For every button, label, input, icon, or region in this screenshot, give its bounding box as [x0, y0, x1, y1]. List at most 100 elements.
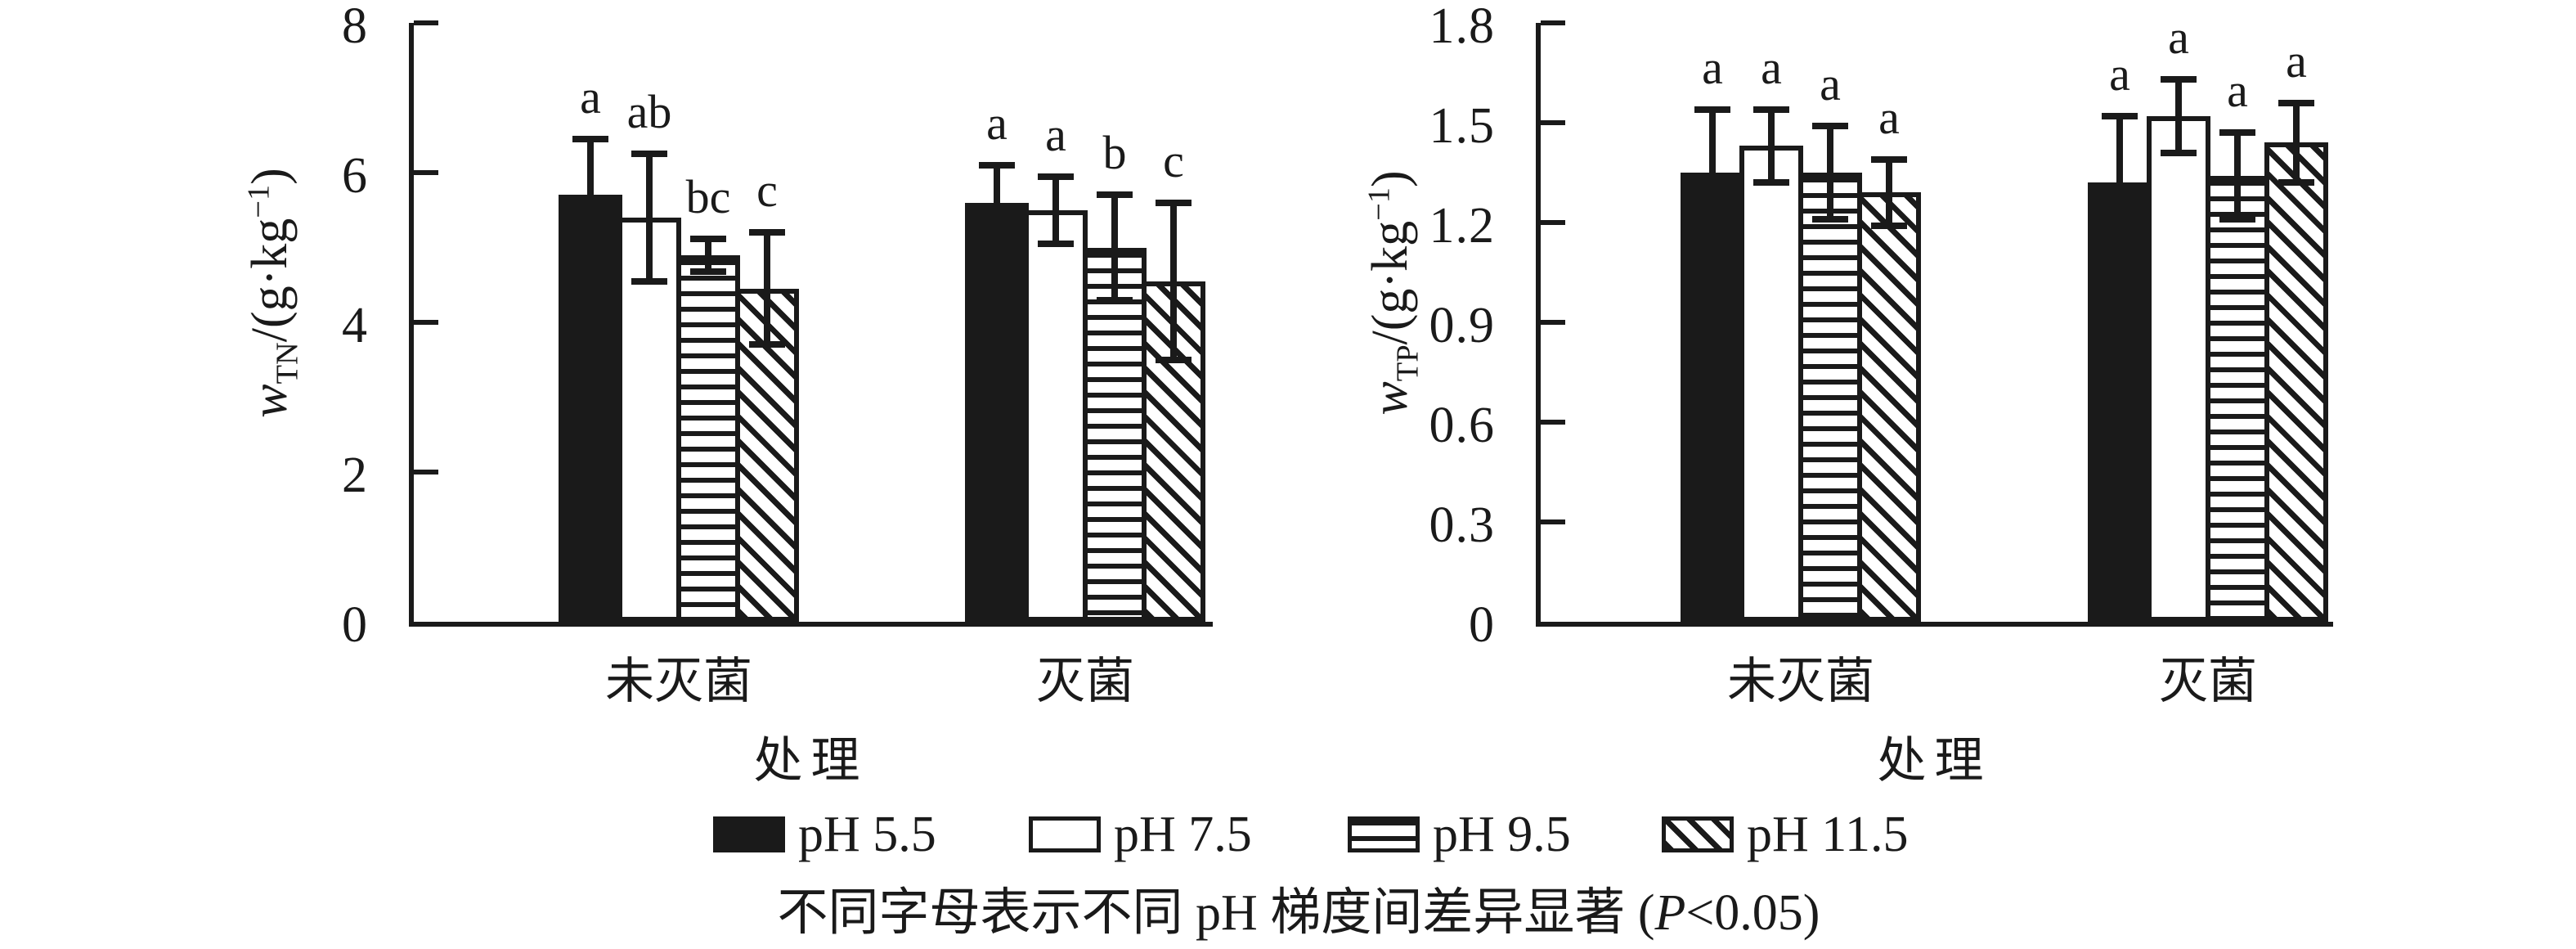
legend-label: pH 9.5: [1433, 807, 1571, 862]
y-tick-label: 2: [342, 448, 368, 503]
error-bar-cap-bottom: [1038, 240, 1074, 247]
error-bar-cap-bottom: [1097, 296, 1133, 304]
error-bar-line: [2116, 115, 2123, 250]
significance-letter: a: [2168, 11, 2189, 65]
bar-ph-5-5-unsterilized: [1681, 173, 1744, 622]
bar-ph-9-5-sterilized: [2206, 176, 2269, 622]
y-axis-unit-close: ): [1362, 170, 1418, 188]
error-bar-line: [2175, 79, 2182, 153]
y-tick-mark: [1541, 320, 1565, 325]
legend-label: pH 7.5: [1114, 807, 1252, 862]
legend-label: pH 5.5: [798, 807, 936, 862]
error-bar-cap-top: [1038, 173, 1074, 180]
y-tick-label: 0: [1469, 597, 1495, 653]
y-axis-label-tn: wTN/(g·kg−1): [241, 168, 304, 418]
bar-ph-9-5-unsterilized: [1798, 173, 1862, 622]
plot-area-tp: 0 0.3 0.6 0.9 1.2 1.5 1.8 未灭菌 灭菌 处理 a a a a a a a a: [1429, 1, 2333, 788]
error-bar-cap-bottom: [572, 248, 608, 255]
y-tick-mark: [1541, 220, 1565, 225]
error-bar-line: [2293, 102, 2300, 183]
error-bar-cap-bottom: [2278, 179, 2314, 187]
significance-letter: a: [1820, 57, 1841, 111]
significance-letter: a: [580, 70, 601, 124]
category-label-sterilized: 灭菌: [2159, 654, 2257, 708]
caption-text-end: <0.05): [1685, 885, 1820, 941]
y-tick-label: 0: [342, 597, 368, 653]
significance-letter: ab: [626, 85, 672, 139]
bar-ph-7-5-sterilized: [2147, 115, 2210, 622]
error-bar-cap-top: [690, 235, 726, 242]
error-bar-cap-top: [2278, 99, 2314, 106]
bar-ph-9-5-unsterilized: [676, 254, 740, 622]
category-label-unsterilized: 未灭菌: [605, 654, 752, 708]
error-bar-cap-top: [1694, 106, 1730, 113]
significance-letter: bc: [685, 169, 731, 223]
y-tick-mark: [414, 470, 438, 475]
error-bar-line: [705, 238, 711, 272]
error-bar-cap-bottom: [1871, 223, 1907, 230]
error-bar-cap-top: [2161, 76, 2197, 83]
x-axis-line: [1536, 622, 2333, 627]
significance-letter: a: [2109, 47, 2130, 101]
category-label-sterilized: 灭菌: [1036, 654, 1134, 708]
error-bar-line: [1768, 109, 1775, 183]
error-bar-line: [1709, 109, 1716, 236]
y-tick-mark: [1541, 20, 1565, 25]
error-bar-line: [1886, 159, 1892, 227]
y-axis-variable: w: [242, 384, 298, 418]
y-tick-mark: [414, 20, 438, 25]
x-axis-title: 处理: [753, 734, 868, 788]
caption: 不同字母表示不同 pH 梯度间差异显著 (P<0.05): [778, 885, 1820, 941]
x-axis-line: [409, 622, 1213, 627]
bar-ph-5-5-unsterilized: [559, 195, 622, 622]
error-bar-line: [1052, 176, 1059, 244]
error-bar-cap-top: [1097, 191, 1133, 199]
y-tick-mark: [414, 170, 438, 175]
legend-item-ph-5-5: pH 5.5: [713, 809, 936, 860]
legend-label: pH 11.5: [1747, 807, 1909, 862]
category-label-unsterilized: 未灭菌: [1727, 654, 1874, 708]
error-bar-line: [587, 138, 594, 252]
error-bar-cap-bottom: [1812, 215, 1848, 223]
error-bar-cap-top: [631, 151, 667, 158]
legend-swatch-open: [1029, 816, 1101, 852]
significance-letter: a: [1045, 107, 1066, 161]
y-tick-label: 0.3: [1429, 497, 1495, 553]
significance-letter: a: [2286, 34, 2307, 88]
y-axis-line: [409, 23, 414, 627]
bar-ph-5-5-sterilized: [965, 202, 1029, 622]
significance-letter: a: [1702, 40, 1723, 94]
significance-letter: b: [1102, 126, 1127, 180]
y-tick-label: 1.8: [1429, 0, 1495, 54]
error-bar-cap-bottom: [1753, 179, 1789, 187]
y-tick-mark: [414, 320, 438, 325]
bar-ph-7-5-unsterilized: [1739, 146, 1803, 622]
x-axis-title: 处理: [1877, 734, 1992, 788]
error-bar-cap-top: [749, 229, 785, 236]
plot-area-tn: 0 2 4 6 8 未灭菌 灭菌 处理 a a ab a bc b c c: [342, 1, 1213, 788]
error-bar-cap-top: [572, 135, 608, 142]
legend-swatch-hstripe: [1348, 816, 1420, 852]
error-bar-cap-top: [979, 161, 1015, 169]
error-bar-line: [1111, 195, 1118, 300]
error-bar-cap-bottom: [2102, 245, 2138, 253]
legend-item-ph-9-5: pH 9.5: [1348, 809, 1571, 860]
caption-text: 不同字母表示不同 pH 梯度间差异显著 (: [777, 885, 1655, 941]
y-tick-label: 1.2: [1429, 198, 1495, 254]
legend-item-ph-11-5: pH 11.5: [1662, 809, 1908, 860]
error-bar-cap-bottom: [979, 236, 1015, 244]
error-bar-line: [1170, 202, 1177, 360]
y-tick-label: 0.9: [1429, 298, 1495, 353]
error-bar-cap-bottom: [2161, 149, 2197, 156]
significance-letter: a: [1761, 40, 1782, 94]
significance-letter: c: [756, 164, 778, 218]
y-tick-label: 1.5: [1429, 98, 1495, 154]
significance-letter: a: [2227, 64, 2248, 118]
caption-p-variable: P: [1654, 885, 1686, 941]
y-tick-label: 4: [342, 298, 368, 353]
bar-ph-11-5-unsterilized: [1857, 192, 1921, 622]
legend-swatch-dstripe: [1662, 816, 1734, 852]
significance-letter: a: [986, 96, 1008, 150]
y-tick-mark: [1541, 519, 1565, 524]
